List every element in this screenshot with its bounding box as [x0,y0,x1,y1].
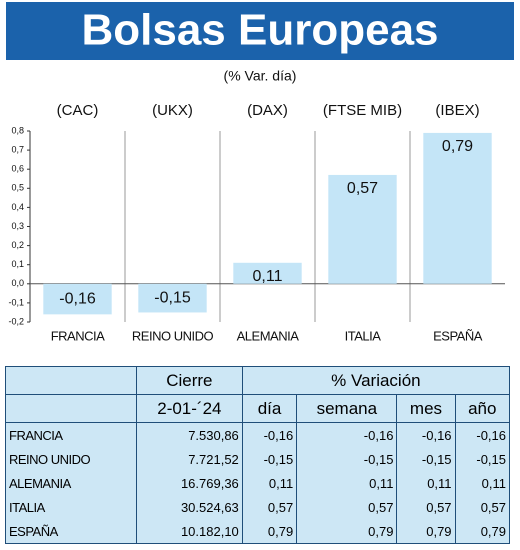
y-tick-label: 0,0 [11,278,24,288]
column-header: 2-01-´24 [135,394,243,423]
table-cell: -0,15 [454,447,510,471]
group-header: Cierre [135,366,243,395]
table-cell: 0,11 [454,471,510,495]
ticker-label: (UKX) [152,102,193,119]
row-label: ALEMANIA [9,475,71,491]
chart-subtitle: (% Var. día) [224,68,297,84]
row-label: REINO UNIDO [9,451,91,467]
table-cell: -0,16 [454,422,510,447]
bar [43,283,112,315]
header-cell [5,394,137,423]
table-row: ITALIA 30.524,63 0,57 0,57 0,57 0,57 [6,495,510,519]
table-cell: 7.530,86 [135,422,243,447]
table-cell: 10.182,10 [135,519,243,544]
ticker-label: (IBEX) [435,102,479,119]
y-tick-label: 0,7 [11,144,24,154]
ticker-label: (DAX) [247,102,288,119]
value-label: 0,11 [253,268,283,285]
x-tick-label: REINO UNIDO [132,328,214,343]
data-table: Cierre% Variación 2-01-´24 día semana mes año… [5,366,510,544]
value-label: 0,79 [442,138,473,155]
row-label: ITALIA [9,499,45,515]
table-cell: 16.769,36 [135,471,243,495]
bar [233,262,302,284]
y-tick-label: -0,1 [8,297,24,307]
table-row: REINO UNIDO 7.721,52 -0,15 -0,15 -0,15 -0,15 [6,447,510,471]
y-tick-label: 0,1 [11,259,24,269]
column-header: mes [396,394,456,423]
table-cell: 0,57 [396,495,456,519]
table-row: ALEMANIA 16.769,36 0,11 0,11 0,11 0,11 [6,471,510,495]
y-tick-label: -0,2 [8,316,24,326]
table-row: FRANCIA 7.530,86 -0,16 -0,16 -0,16 -0,16 [6,422,510,447]
table-cell: 0,79 [241,519,297,544]
x-tick-label: ESPAÑA [433,328,483,343]
x-tick-label: ITALIA [345,328,382,343]
y-tick-label: 0,4 [11,202,24,212]
row-label: ESPAÑA [9,523,58,539]
chart: Bolsas Europeas (% Var. día) -0,2 -0,1 0,0… [6,2,514,343]
table-row: 2-01-´24 día semana mes año [5,394,510,423]
table-cell: -0,16 [296,422,397,447]
table-cell: -0,15 [296,447,397,471]
row-label: FRANCIA [9,427,63,443]
y-tick-label: 0,8 [11,125,24,135]
bar [328,174,397,284]
x-tick-label: FRANCIA [51,328,105,343]
group-header: % Variación [241,366,510,395]
column-header: año [454,394,510,423]
table-cell: -0,16 [396,422,456,447]
y-tick-label: 0,3 [11,221,24,231]
table-cell: 0,79 [396,519,456,544]
table-cell: 0,57 [454,495,510,519]
column-header: día [241,394,297,423]
table-cell: 0,79 [454,519,510,544]
table-cell: 0,79 [296,519,397,544]
table-cell: 30.524,63 [135,495,243,519]
table-cell: 7.721,52 [135,447,243,471]
table-cell: 0,11 [296,471,397,495]
table-cell: -0,15 [396,447,456,471]
ticker-label: (CAC) [57,102,99,119]
bar [138,283,207,313]
table-cell: 0,11 [396,471,456,495]
table-row: ESPAÑA 10.182,10 0,79 0,79 0,79 0,79 [6,519,510,544]
value-label: -0,16 [59,290,96,307]
title-banner [6,2,514,60]
y-tick-label: 0,2 [11,240,24,250]
x-tick-label: ALEMANIA [237,328,300,343]
y-tick-label: 0,6 [11,164,24,174]
column-header: semana [296,394,397,423]
chart-title: Bolsas Europeas [81,6,438,55]
table-cell: -0,15 [241,447,297,471]
y-tick-label: 0,5 [11,183,24,193]
value-label: -0,15 [154,289,191,306]
table-row: Cierre% Variación [5,366,510,395]
table-cell: 0,57 [296,495,397,519]
table-cell: -0,16 [241,422,297,447]
header-cell [5,366,137,395]
bar [423,132,492,284]
ticker-label: (FTSE MIB) [323,102,402,119]
value-label: 0,57 [347,180,378,197]
table-cell: 0,57 [241,495,297,519]
table-cell: 0,11 [241,471,297,495]
